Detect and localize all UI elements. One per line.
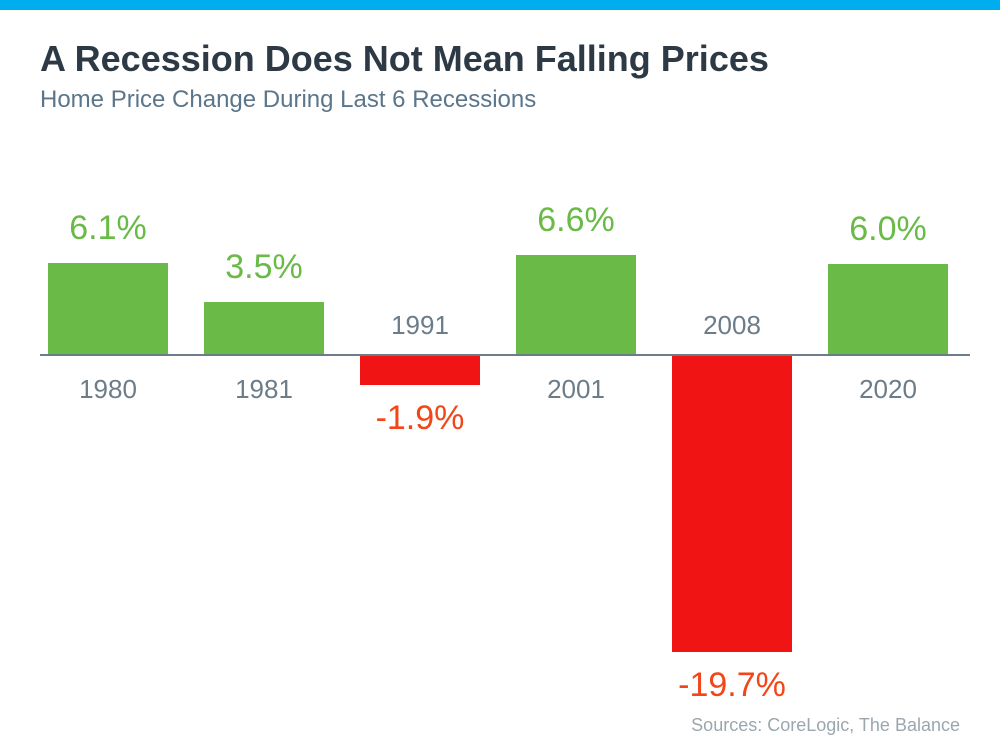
bar-rect [48,263,168,355]
chart-subtitle: Home Price Change During Last 6 Recessio… [40,86,960,114]
recession-bar-chart: 6.1%19803.5%1981-1.9%19916.6%2001-19.7%2… [40,204,970,674]
bar-rect [204,302,324,355]
bar-rect [516,255,636,354]
year-label: 1981 [184,374,344,405]
value-label: -19.7% [652,666,812,705]
value-label: 3.5% [184,248,344,287]
bar-rect [672,356,792,652]
bar-1991: -1.9%1991 [360,204,480,674]
bar-1981: 3.5%1981 [204,204,324,674]
bar-rect [828,264,948,354]
accent-bar [0,0,1000,10]
bar-2020: 6.0%2020 [828,204,948,674]
chart-container: A Recession Does Not Mean Falling Prices… [0,10,1000,674]
year-label: 2008 [652,310,812,341]
value-label: 6.6% [496,201,656,240]
bar-2008: -19.7%2008 [672,204,792,674]
year-label: 2001 [496,374,656,405]
bar-1980: 6.1%1980 [48,204,168,674]
value-label: 6.0% [808,210,968,249]
bar-rect [360,356,480,385]
value-label: -1.9% [340,399,500,438]
chart-title: A Recession Does Not Mean Falling Prices [40,38,960,80]
year-label: 2020 [808,374,968,405]
value-label: 6.1% [28,209,188,248]
year-label: 1980 [28,374,188,405]
bar-2001: 6.6%2001 [516,204,636,674]
year-label: 1991 [340,310,500,341]
sources-text: Sources: CoreLogic, The Balance [691,715,960,736]
